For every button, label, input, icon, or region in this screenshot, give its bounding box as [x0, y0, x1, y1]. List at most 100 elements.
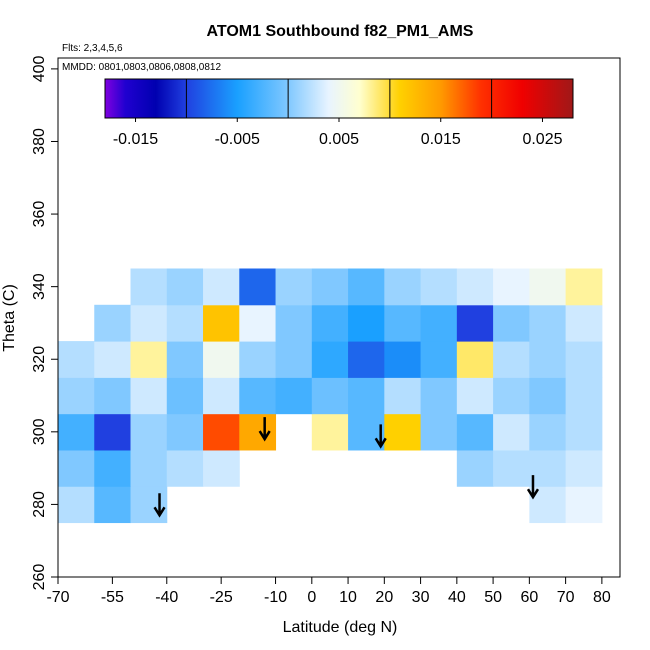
heat-cell	[203, 341, 240, 378]
heat-cell	[420, 304, 458, 342]
heat-cell	[239, 341, 277, 378]
heat-cell	[384, 341, 422, 378]
heat-cell	[456, 377, 494, 415]
heat-cell	[239, 304, 277, 342]
x-tick-label: 40	[448, 589, 466, 606]
heat-cell	[384, 304, 422, 342]
heat-cell	[529, 449, 567, 487]
heat-cell	[94, 304, 132, 342]
heat-cell	[456, 449, 494, 487]
heat-cell	[311, 377, 349, 415]
heat-cell	[58, 449, 95, 487]
heat-cell	[94, 449, 132, 487]
heat-cell	[203, 449, 240, 487]
heat-cell	[311, 304, 349, 342]
heat-cell	[94, 377, 132, 415]
heat-cell	[130, 413, 168, 451]
colorbar-tick-label: 0.025	[522, 131, 562, 148]
heat-cell	[529, 268, 567, 306]
heat-cell	[348, 377, 385, 415]
heat-cell	[420, 413, 458, 451]
heat-cell	[493, 341, 530, 378]
y-tick-label: 360	[31, 201, 48, 228]
heat-cell	[311, 341, 349, 378]
x-tick-label: -10	[264, 589, 287, 606]
x-tick-label: 0	[307, 589, 316, 606]
heat-cell	[239, 413, 277, 451]
heat-cell	[529, 304, 567, 342]
heat-cell	[94, 486, 132, 524]
x-tick-label: 80	[593, 589, 611, 606]
heat-cell	[565, 413, 603, 451]
heat-cell	[311, 413, 349, 451]
heat-cell	[420, 377, 458, 415]
arrow	[153, 493, 166, 518]
x-axis-label: Latitude (deg N)	[283, 619, 398, 636]
heat-cell	[275, 341, 313, 378]
heat-cell	[130, 341, 168, 378]
heat-cell	[130, 304, 168, 342]
x-tick-label: 50	[484, 589, 502, 606]
heat-cell	[456, 413, 494, 451]
heat-cell	[348, 341, 385, 378]
annotation: Flts: 2,3,4,5,6	[62, 43, 123, 54]
heat-cell	[275, 304, 313, 342]
heat-cell	[493, 413, 530, 451]
heat-cell	[239, 377, 277, 415]
x-tick-label: -55	[101, 589, 124, 606]
plot-frame	[57, 57, 621, 578]
heat-cell	[58, 486, 95, 524]
heat-cell	[203, 413, 240, 451]
heat-cell	[565, 341, 603, 378]
arrow	[258, 417, 271, 442]
heat-cell	[456, 304, 494, 342]
heat-cell	[311, 268, 349, 306]
heat-cell	[166, 268, 204, 306]
heat-cell	[275, 268, 313, 306]
heat-cell	[565, 304, 603, 342]
x-tick-label: -70	[46, 589, 69, 606]
heat-cell	[565, 268, 603, 306]
heat-cell	[493, 304, 530, 342]
heat-cell	[420, 341, 458, 378]
x-tick-label: -40	[155, 589, 178, 606]
arrow	[374, 424, 387, 449]
heat-cell	[130, 449, 168, 487]
heat-cell	[166, 304, 204, 342]
heat-cell	[275, 377, 313, 415]
x-tick-label: 20	[375, 589, 393, 606]
x-tick-label: 30	[412, 589, 430, 606]
heat-cell	[565, 486, 603, 524]
colorbar-tick-label: -0.005	[215, 131, 260, 148]
heat-cell	[384, 377, 422, 415]
y-tick-label: 320	[31, 346, 48, 373]
heat-cell	[203, 304, 240, 342]
annotation: MMDD: 0801,0803,0806,0808,0812	[62, 62, 221, 73]
colorbar-tick-label: -0.015	[113, 131, 158, 148]
y-tick-label: 380	[31, 128, 48, 155]
heat-cell	[166, 449, 204, 487]
heat-cell	[58, 341, 95, 378]
heat-cell	[456, 341, 494, 378]
x-tick-label: 10	[339, 589, 357, 606]
heat-cell	[493, 449, 530, 487]
heat-cell	[130, 486, 168, 524]
heat-cell	[203, 377, 240, 415]
heat-cell	[420, 268, 458, 306]
chart-title: ATOM1 Southbound f82_PM1_AMS	[207, 23, 474, 40]
heat-cell	[166, 341, 204, 378]
y-tick-label: 300	[31, 418, 48, 445]
heat-cell	[529, 341, 567, 378]
heat-cell	[384, 268, 422, 306]
heat-cell	[493, 377, 530, 415]
x-tick-label: 70	[557, 589, 575, 606]
heat-cell	[565, 449, 603, 487]
heat-cell	[130, 268, 168, 306]
heat-cell	[239, 268, 277, 306]
heat-cell	[94, 413, 132, 451]
heat-cell	[166, 377, 204, 415]
arrow	[526, 475, 540, 500]
heat-cell	[529, 413, 567, 451]
heat-cell	[565, 377, 603, 415]
